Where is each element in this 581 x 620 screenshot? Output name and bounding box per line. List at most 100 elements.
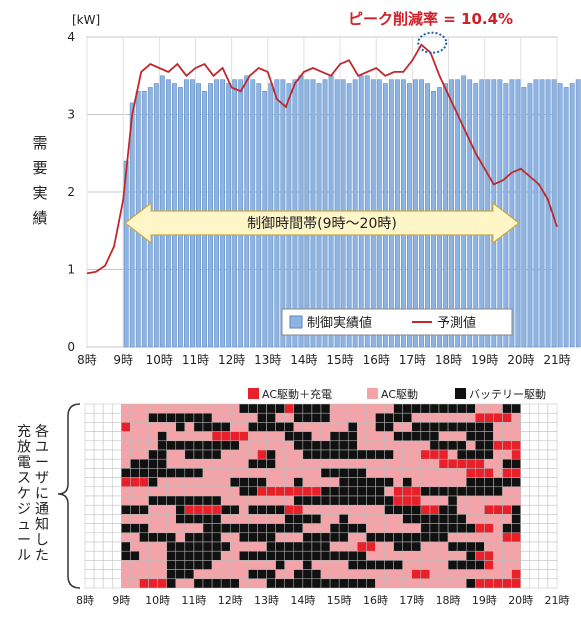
heatmap-cell — [293, 431, 304, 442]
heatmap-cell — [456, 477, 467, 488]
heatmap-cell — [357, 550, 367, 561]
heatmap-cell — [438, 514, 449, 524]
heatmap-cell — [393, 422, 403, 432]
heatmap-cell — [148, 504, 158, 515]
heatmap-cell — [84, 504, 95, 515]
heatmap-y-label-char: ー — [17, 533, 31, 549]
heatmap-cell — [393, 560, 403, 570]
heatmap-cell — [157, 458, 167, 469]
heatmap-cell — [248, 431, 258, 442]
heatmap-cell — [229, 449, 240, 460]
heatmap-cell — [239, 560, 249, 570]
heatmap-cell — [538, 440, 549, 451]
heatmap-cell — [347, 412, 358, 423]
heatmap-cell — [275, 422, 285, 432]
heatmap-cell — [257, 422, 267, 432]
heatmap-cell — [538, 523, 549, 534]
heatmap-y-label-char: ユ — [35, 440, 49, 456]
heatmap-cell — [502, 449, 512, 460]
heatmap-cell — [184, 458, 195, 469]
heatmap-cell — [484, 514, 494, 524]
heatmap-cell — [130, 486, 140, 497]
heatmap-cell — [229, 504, 240, 515]
heatmap-cell — [229, 403, 240, 414]
heatmap-cell — [266, 431, 276, 442]
heatmap-cell — [375, 440, 385, 451]
heatmap-cell — [384, 458, 394, 469]
peak-reduction-annotation: ピーク削減率 = 10.4% — [348, 10, 513, 28]
heatmap-cell — [384, 403, 394, 414]
heatmap-cell — [311, 477, 322, 488]
heatmap-cell — [139, 550, 149, 561]
heatmap-cell — [211, 403, 222, 414]
heatmap-cell — [456, 422, 467, 432]
heatmap-cell — [547, 569, 558, 580]
heatmap-cell — [547, 541, 558, 552]
heatmap-cell — [166, 468, 177, 478]
heatmap-cell — [438, 532, 449, 543]
heatmap-cell — [184, 523, 195, 534]
heatmap-cell — [384, 541, 394, 552]
x-tick-label: 9時 — [113, 353, 133, 367]
heatmap-cell — [130, 560, 140, 570]
heatmap-cell — [520, 532, 531, 543]
heatmap-cell — [202, 569, 213, 580]
heatmap-cell — [84, 514, 95, 524]
heatmap-cell — [393, 468, 403, 478]
heatmap-cell — [320, 569, 331, 580]
heatmap-cell — [275, 403, 285, 414]
heatmap-cell — [393, 449, 403, 460]
heatmap-cell — [220, 486, 231, 497]
heatmap-cell — [429, 468, 440, 478]
heatmap-cell — [357, 532, 367, 543]
heatmap-cell — [366, 578, 376, 589]
heatmap-cell — [266, 412, 276, 423]
heatmap-cell — [347, 486, 358, 497]
grid-lines — [86, 36, 558, 348]
heatmap-cell — [456, 495, 467, 506]
heatmap-cell — [520, 569, 531, 580]
x-tick-label: 13時 — [254, 353, 281, 367]
heatmap-cell — [511, 550, 521, 561]
heatmap-cell — [175, 504, 186, 515]
legend-label-ac-charge: AC駆動＋充電 — [262, 387, 332, 401]
heatmap-cell — [366, 495, 376, 506]
heatmap-cell — [375, 560, 385, 570]
heatmap-cell — [529, 468, 540, 478]
heatmap-cell — [402, 458, 413, 469]
heatmap-cell — [239, 504, 249, 515]
heatmap-cell — [493, 412, 503, 423]
schedule-heatmap: AC駆動＋充電 AC駆動 バッテリー駆動 8時 9時 10時 11時 12時 13時 14時… — [17, 387, 570, 607]
heatmap-cell — [284, 514, 295, 524]
heatmap-cell — [139, 569, 149, 580]
heatmap-cell — [502, 495, 512, 506]
heatmap-cell — [429, 412, 440, 423]
heatmap-cell — [111, 578, 122, 589]
heatmap-cell — [456, 569, 467, 580]
heatmap-cell — [484, 523, 494, 534]
heatmap-cell — [84, 495, 95, 506]
heatmap-cell — [520, 468, 531, 478]
heatmap-cell — [420, 477, 431, 488]
heatmap-cell — [139, 523, 149, 534]
heatmap-cell — [366, 523, 376, 534]
heatmap-cell — [438, 477, 449, 488]
heatmap-cell — [139, 422, 149, 432]
heatmap-cell — [121, 495, 131, 506]
heatmap-cell — [239, 550, 249, 561]
heatmap-cell — [202, 449, 213, 460]
heatmap-cell — [184, 431, 195, 442]
heatmap-cell — [520, 523, 531, 534]
heatmap-cell — [130, 422, 140, 432]
heatmap-x-tick-label: 20時 — [508, 594, 533, 607]
heatmap-cell — [311, 560, 322, 570]
heatmap-cell — [130, 431, 140, 442]
heatmap-cell — [320, 495, 331, 506]
heatmap-cell — [102, 449, 113, 460]
heatmap-cell — [248, 403, 258, 414]
heatmap-cell — [529, 569, 540, 580]
heatmap-cell — [93, 569, 104, 580]
heatmap-cell — [139, 514, 149, 524]
y-tick-labels: 0 1 2 3 4 — [67, 30, 75, 354]
heatmap-cell — [248, 578, 258, 589]
